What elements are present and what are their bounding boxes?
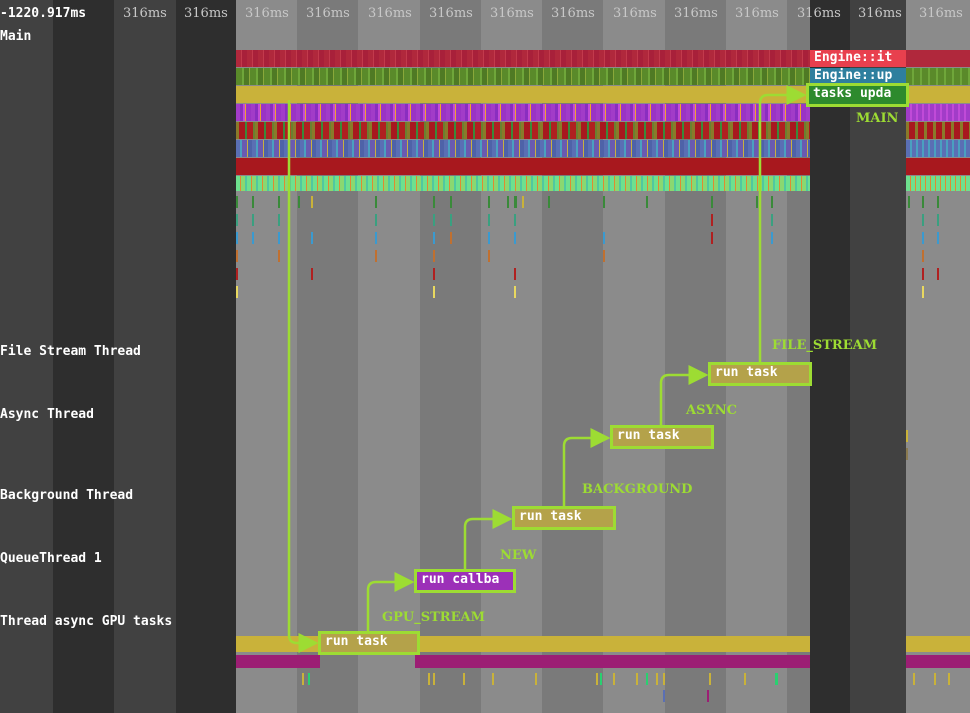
tick-label: 316ms — [368, 6, 412, 21]
timeline-column — [53, 0, 114, 713]
main-slice-row-2[interactable] — [906, 68, 970, 85]
tick-label: 316ms — [735, 6, 779, 21]
main-slice-row-8[interactable] — [236, 176, 810, 191]
tick-label: 316ms — [429, 6, 473, 21]
flow-slice-main[interactable]: tasks upda — [806, 83, 909, 107]
tick-label: 316ms — [123, 6, 167, 21]
flow-slice-gpu-stream[interactable]: run task — [318, 631, 420, 655]
flow-slice-background[interactable]: run task — [512, 506, 616, 530]
thread-label-async[interactable]: Async Thread — [0, 407, 94, 422]
flow-arrow-file-stream-to-main — [758, 85, 807, 364]
main-slice-row-6[interactable] — [906, 140, 970, 157]
main-slice-row-5[interactable] — [236, 122, 810, 139]
main-slice-row-8[interactable] — [906, 176, 970, 191]
flow-label-async: ASYNC — [686, 403, 737, 418]
thread-label-file-stream[interactable]: File Stream Thread — [0, 344, 141, 359]
thread-label-main[interactable]: Main — [0, 29, 32, 44]
timeline-column — [176, 0, 236, 713]
tick-label: 316ms — [919, 6, 963, 21]
main-slice-engine-it[interactable]: Engine::it — [810, 50, 906, 67]
timeline-column — [810, 0, 850, 713]
flow-label-gpu-stream: GPU_STREAM — [382, 610, 485, 625]
tick-label: 316ms — [674, 6, 718, 21]
flow-label-new: NEW — [500, 548, 537, 563]
main-slice-row-1[interactable] — [236, 50, 810, 67]
flow-arrow-async-to-file-stream — [659, 365, 709, 427]
thread-label-gpu[interactable]: Thread async GPU tasks — [0, 614, 173, 629]
main-slice-row-7[interactable] — [236, 158, 810, 175]
main-slice-row-5[interactable] — [906, 122, 970, 139]
timeline-column — [850, 0, 906, 713]
flow-arrow-new-to-background — [463, 509, 513, 571]
tick-label: 316ms — [613, 6, 657, 21]
flow-slice-file-stream[interactable]: run task — [708, 362, 812, 386]
tick-label: 316ms — [490, 6, 534, 21]
main-slice-engine-up[interactable]: Engine::up — [810, 68, 906, 85]
tick-label: 316ms — [184, 6, 228, 21]
main-slice-row-2[interactable] — [236, 68, 810, 85]
main-slice-row-6[interactable] — [236, 140, 810, 157]
sparse-slice-markers — [236, 196, 950, 702]
timeline-column — [114, 0, 176, 713]
tick-label: 316ms — [306, 6, 350, 21]
main-slice-row-4[interactable] — [236, 104, 810, 121]
main-slice-row-3[interactable] — [906, 86, 970, 103]
flow-label-main: MAIN — [856, 111, 899, 126]
thread-label-queue[interactable]: QueueThread 1 — [0, 551, 102, 566]
flow-slice-new[interactable]: run callba — [414, 569, 516, 593]
flow-slice-async[interactable]: run task — [610, 425, 714, 449]
flow-label-background: BACKGROUND — [582, 482, 693, 497]
time-origin-label: -1220.917ms — [0, 6, 87, 21]
gpu-subtask-track[interactable] — [415, 655, 810, 668]
gpu-task-track[interactable] — [906, 636, 970, 652]
flow-arrow-background-to-async — [562, 428, 611, 508]
tick-label: 316ms — [797, 6, 841, 21]
flow-arrow-gpu-to-new — [366, 572, 415, 633]
tick-label: 316ms — [245, 6, 289, 21]
gpu-subtask-track[interactable] — [906, 655, 970, 668]
main-slice-row-1[interactable] — [906, 50, 970, 67]
flow-arrow-main-to-gpu — [287, 100, 319, 653]
main-slice-row-4[interactable] — [906, 104, 970, 121]
thread-label-background[interactable]: Background Thread — [0, 488, 134, 503]
flow-label-file-stream: FILE_STREAM — [772, 338, 878, 353]
main-slice-row-7[interactable] — [906, 158, 970, 175]
tick-label: 316ms — [551, 6, 595, 21]
gpu-subtask-track[interactable] — [236, 655, 320, 668]
timeline-column — [0, 0, 53, 713]
tick-label: 316ms — [858, 6, 902, 21]
main-slice-row-3[interactable] — [236, 86, 810, 103]
